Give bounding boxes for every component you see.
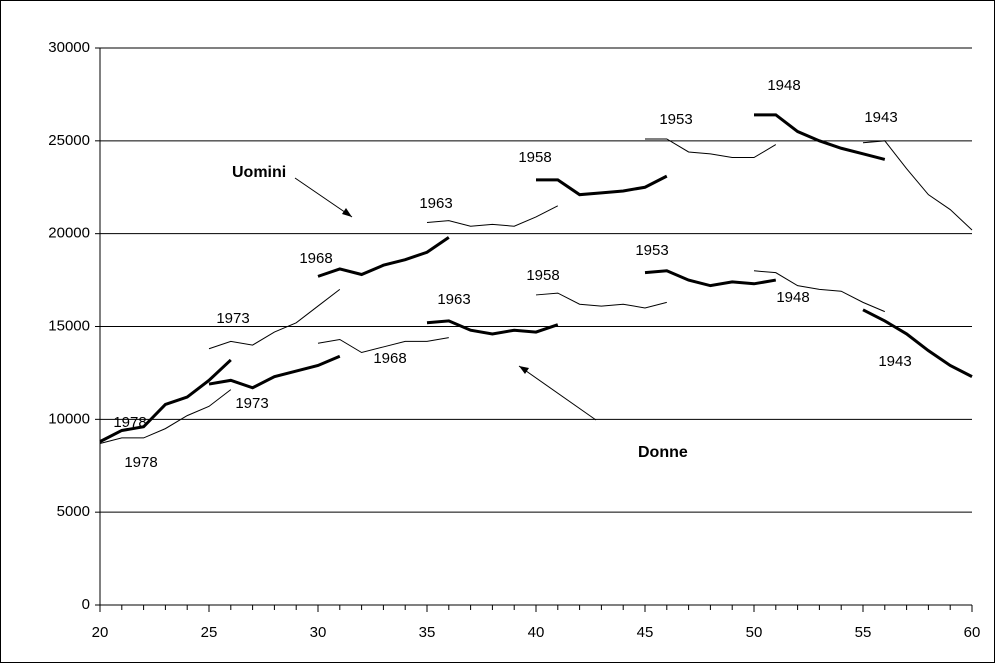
series-line [754,113,886,161]
series-label: 1958 [518,149,551,166]
y-tick-label: 5000 [57,503,90,520]
series-line [426,205,559,227]
series-line [99,358,232,443]
x-tick-label: 25 [201,624,218,641]
series-label: 1943 [878,353,911,370]
series-line [862,140,973,231]
y-tick-label: 25000 [48,132,90,149]
series-line [644,269,777,288]
y-tick-label: 0 [82,596,90,613]
x-tick-label: 50 [746,624,763,641]
x-tick-label: 20 [92,624,109,641]
y-tick-label: 30000 [48,39,90,56]
series-label: 1943 [864,109,897,126]
series-label: 1958 [526,267,559,284]
x-tick-label: 40 [528,624,545,641]
series-label: 1948 [776,289,809,306]
x-tick-label: 35 [419,624,436,641]
x-tick-label: 60 [964,624,981,641]
series-label: 1968 [299,250,332,267]
series-label: 1953 [635,242,668,259]
series-line [862,308,973,378]
arrow-head [519,366,529,374]
x-tick-label: 30 [310,624,327,641]
series-label: 1978 [124,454,157,471]
series-line [753,270,885,313]
series-label: 1963 [419,195,452,212]
series-label: 1963 [437,291,470,308]
y-tick-label: 20000 [48,225,90,242]
series-label: 1973 [235,395,268,412]
series-label: 1973 [216,310,249,327]
series-line [536,174,668,197]
series-line [317,236,450,278]
arrow [518,365,597,421]
x-tick-label: 55 [855,624,872,641]
series-label: 1948 [767,77,800,94]
series-label: 1978 [113,414,146,431]
series-line [317,337,449,354]
arrow [294,177,353,218]
y-tick-label: 10000 [48,410,90,427]
series-line [208,288,341,350]
x-tick-label: 45 [637,624,654,641]
series-label: 1953 [659,111,692,128]
annotation: Donne [638,444,688,461]
y-tick-label: 15000 [48,317,90,334]
series-line [535,292,667,309]
arrow-head [342,208,352,217]
annotation: Uomini [232,164,286,181]
series-line [208,354,341,390]
series-line [99,389,232,444]
series-line [426,319,559,336]
series-line [645,138,777,159]
series-label: 1968 [373,350,406,367]
